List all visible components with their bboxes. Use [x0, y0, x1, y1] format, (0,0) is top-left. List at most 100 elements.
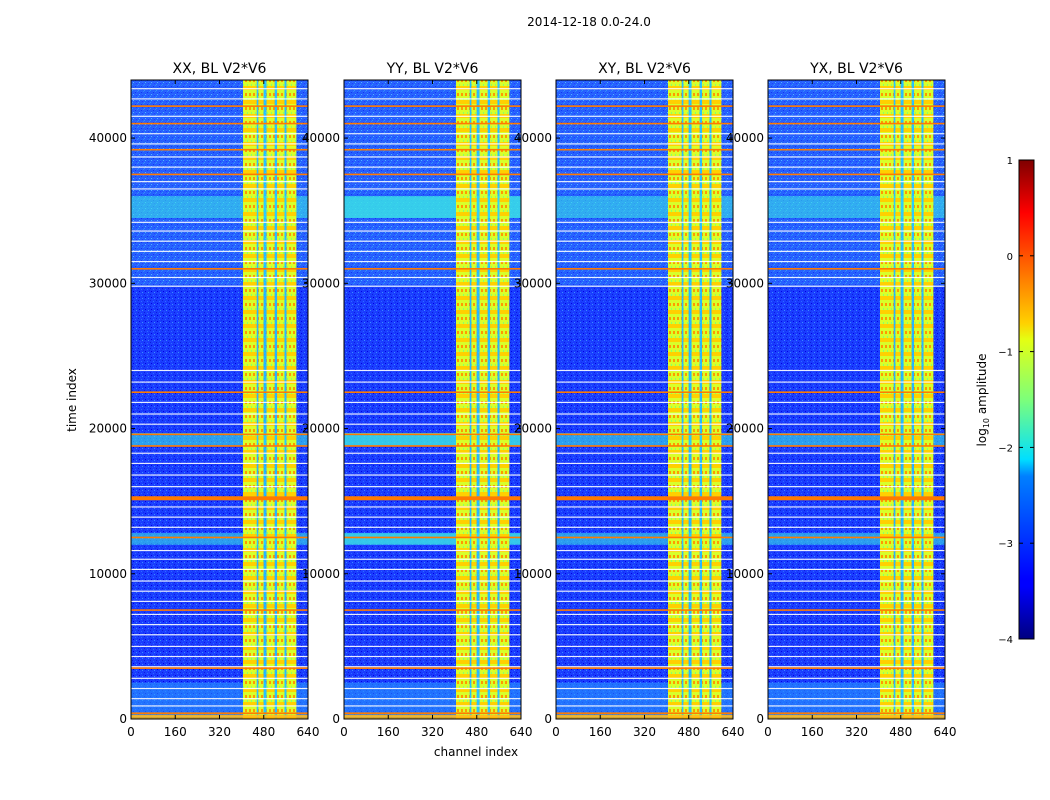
blank-time-row: [131, 590, 308, 592]
x-tick-label: 480: [677, 725, 700, 739]
heatmap-panel-3: XY, BL V2*V6 0 160 320 480 640 0 10000 20000 3000…: [514, 61, 745, 739]
blank-time-row: [131, 401, 308, 404]
blank-time-row: [768, 568, 945, 571]
orange-time-row: [768, 536, 945, 539]
channel-gap: [284, 80, 287, 719]
blank-time-row: [131, 133, 308, 135]
blank-time-row: [344, 240, 521, 242]
blank-time-row: [131, 526, 308, 528]
orange-time-row: [131, 105, 308, 107]
x-tick-label: 480: [252, 725, 275, 739]
blank-time-row: [131, 381, 308, 383]
blank-time-row: [556, 698, 733, 700]
blank-time-row: [556, 230, 733, 232]
blank-time-row: [131, 166, 308, 168]
blank-time-row: [131, 677, 308, 679]
blank-time-row: [344, 166, 521, 168]
y-tick-label: 40000: [514, 131, 552, 145]
blank-time-row: [344, 705, 521, 707]
orange-time-row: [344, 433, 521, 436]
blank-time-row: [556, 115, 733, 117]
blank-time-row: [556, 413, 733, 415]
x-tick-label: 160: [164, 725, 187, 739]
blank-time-row: [344, 381, 521, 383]
blank-time-row: [131, 250, 308, 252]
heatmap-panel-4: YX, BL V2*V6 0 160 320 480 640 0 10000 20000 3000…: [726, 61, 957, 739]
orange-time-row: [344, 173, 521, 176]
blank-time-row: [556, 568, 733, 571]
hot-channel-band: [923, 80, 934, 719]
x-tick-label: 640: [510, 725, 533, 739]
x-tick-label: 640: [722, 725, 745, 739]
orange-time-row: [556, 173, 733, 176]
blank-time-row: [131, 188, 308, 190]
x-tick-label: 480: [465, 725, 488, 739]
heatmap-panel-1: XX, BL V2*V6 0 160 320 480 640 0 10000 20000 3000…: [89, 61, 320, 739]
blank-time-row: [768, 230, 945, 232]
channel-gap: [274, 80, 278, 719]
blank-time-row: [131, 423, 308, 425]
blank-time-row: [556, 580, 733, 582]
blank-time-row: [344, 634, 521, 636]
blank-time-row: [344, 549, 521, 552]
blank-time-row: [131, 115, 308, 117]
blank-time-row: [344, 462, 521, 464]
channel-gap: [256, 80, 259, 719]
blank-time-row: [344, 221, 521, 223]
orange-time-row: [344, 496, 521, 501]
colorbar-tick-label: 1: [1007, 156, 1013, 167]
orange-time-row: [344, 536, 521, 539]
blank-time-row: [556, 260, 733, 263]
blank-time-row: [344, 666, 521, 668]
y-tick-label: 10000: [302, 567, 340, 581]
orange-time-row: [768, 148, 945, 151]
blank-time-row: [344, 156, 521, 158]
colorbar-tick-label: −2: [998, 443, 1013, 454]
blank-time-row: [768, 188, 945, 190]
blank-time-row: [768, 549, 945, 552]
blank-time-row: [556, 401, 733, 404]
colorbar-tick-label: −1: [998, 348, 1013, 359]
orange-time-row: [556, 122, 733, 125]
colorbar-tick-label: −4: [998, 635, 1013, 646]
blank-time-row: [344, 188, 521, 190]
blank-time-row: [131, 624, 308, 626]
orange-time-row: [344, 667, 521, 669]
orange-time-row: [344, 267, 521, 270]
cyan-time-band: [556, 533, 733, 545]
blank-time-row: [556, 133, 733, 135]
channel-gap: [688, 80, 692, 719]
y-axis-label: time index: [65, 368, 79, 432]
orange-time-row: [556, 667, 733, 669]
hot-channel-band: [702, 80, 710, 719]
heatmap-image: [768, 80, 945, 719]
orange-time-row: [768, 667, 945, 669]
blank-time-row: [556, 600, 733, 602]
blank-time-row: [131, 549, 308, 552]
hot-channel-band: [499, 80, 510, 719]
hot-channel-band: [286, 80, 297, 719]
blank-time-row: [556, 677, 733, 679]
blank-time-row: [768, 181, 945, 183]
orange-time-row: [768, 496, 945, 501]
blank-time-row: [768, 698, 945, 700]
orange-time-row: [768, 712, 945, 714]
blank-time-row: [768, 250, 945, 252]
blank-time-row: [768, 558, 945, 560]
blank-time-row: [344, 423, 521, 425]
orange-time-row: [556, 536, 733, 539]
channel-gap: [709, 80, 712, 719]
blank-time-row: [131, 486, 308, 488]
blank-time-row: [556, 285, 733, 287]
hot-channel-band: [880, 80, 894, 719]
hot-channel-band: [691, 80, 700, 719]
orange-time-row: [344, 445, 521, 447]
hot-channel-band: [479, 80, 488, 719]
orange-time-row: [768, 391, 945, 394]
orange-time-row: [556, 105, 733, 107]
orange-time-row: [344, 712, 521, 714]
orange-time-row: [131, 667, 308, 669]
orange-time-row: [768, 609, 945, 611]
blank-time-row: [556, 240, 733, 242]
